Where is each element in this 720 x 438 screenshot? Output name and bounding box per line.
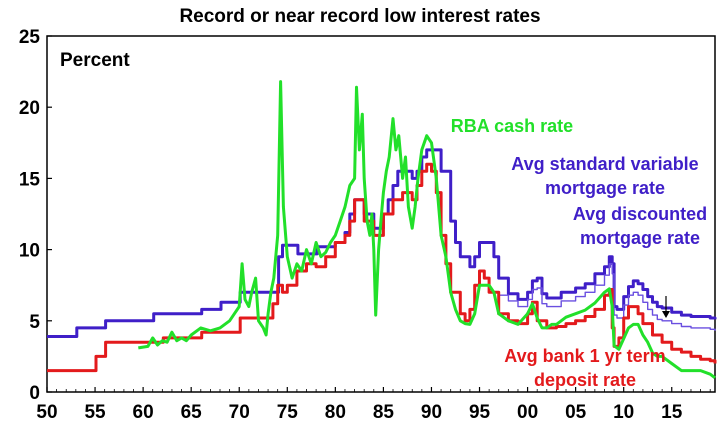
x-axis: 50 55 60 65 70 75 80 85 90 95 00 05 10 15	[36, 387, 711, 423]
discounted-rate-pointer-head	[662, 311, 670, 318]
series-annotation: Avg bank 1 yr term	[504, 346, 665, 366]
x-tick-label: 60	[133, 402, 154, 423]
y-tick-label: 10	[19, 241, 40, 262]
y-tick-label: 0	[29, 383, 40, 404]
x-tick-label: 90	[421, 402, 442, 423]
x-tick-label: 55	[84, 402, 106, 423]
series-line-avg-discounted-mortgage-rate	[498, 263, 716, 331]
series-annotation: mortgage rate	[545, 178, 665, 198]
x-tick-label: 95	[469, 402, 491, 423]
x-tick-label: 10	[613, 402, 634, 423]
series-annotation: RBA cash rate	[451, 116, 573, 136]
unit-label: Percent	[60, 50, 130, 71]
y-tick-label: 20	[19, 98, 40, 119]
y-axis: 0 5 10 15 20 25	[19, 27, 52, 404]
y-tick-label: 25	[19, 27, 41, 48]
y-tick-label: 5	[29, 312, 40, 333]
x-tick-label: 85	[373, 402, 395, 423]
chart-title: Record or near record low interest rates	[179, 6, 540, 27]
x-tick-label: 50	[36, 402, 57, 423]
series-annotation: mortgage rate	[580, 228, 700, 248]
series-annotation: deposit rate	[534, 370, 636, 390]
series-annotations: Avg standard variable mortgage rate Avg di…	[451, 116, 707, 390]
x-tick-label: 15	[661, 402, 683, 423]
x-tick-label: 80	[325, 402, 346, 423]
x-tick-label: 00	[517, 402, 538, 423]
x-tick-label: 65	[181, 402, 203, 423]
x-tick-label: 05	[565, 402, 587, 423]
series-line-rba-cash-rate	[138, 80, 716, 379]
y-tick-label: 15	[19, 169, 41, 190]
series-annotation: Avg standard variable	[511, 154, 698, 174]
series-line-avg-bank-1-yr-term-deposit-rate	[47, 162, 717, 373]
series-lines	[47, 80, 717, 379]
plot-frame	[46, 35, 716, 393]
series-annotation: Avg discounted	[573, 204, 707, 224]
x-tick-label: 70	[229, 402, 250, 423]
x-tick-label: 75	[277, 402, 299, 423]
